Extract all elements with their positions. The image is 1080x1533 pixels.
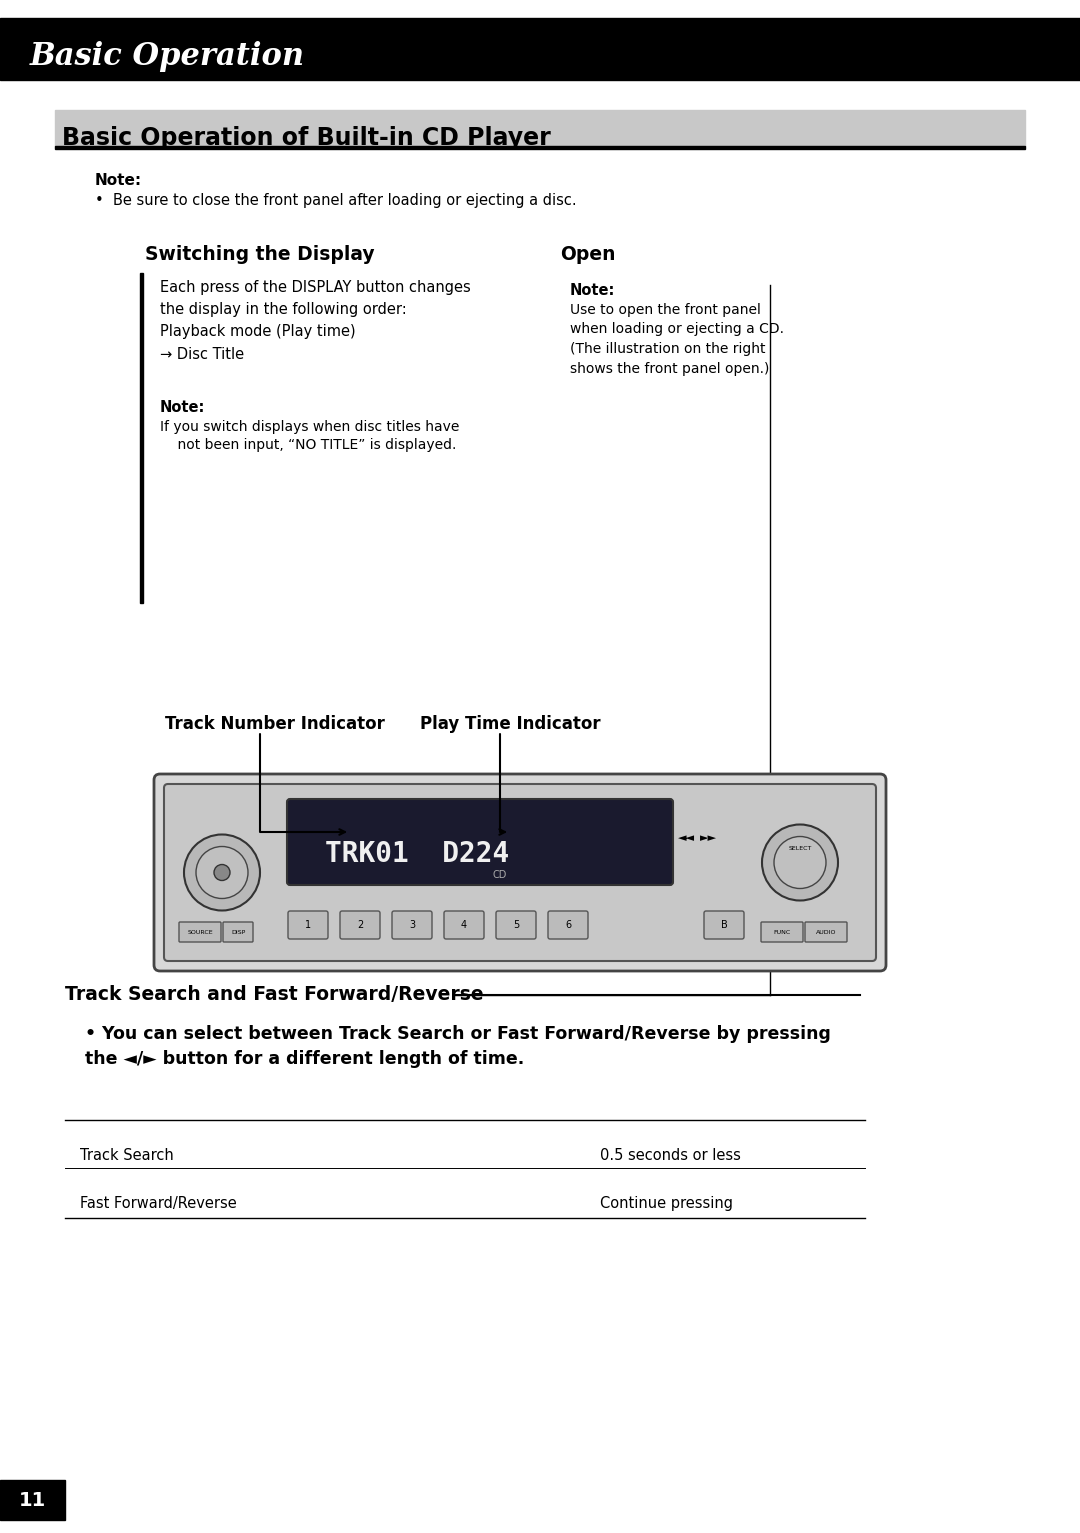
Text: ►►: ►►: [700, 832, 717, 843]
FancyBboxPatch shape: [761, 921, 804, 941]
Text: SELECT: SELECT: [788, 846, 812, 851]
Text: Each press of the DISPLAY button changes
the display in the following order:
Pla: Each press of the DISPLAY button changes…: [160, 281, 471, 362]
Text: TRK01  D224: TRK01 D224: [325, 840, 510, 868]
Text: 1: 1: [305, 920, 311, 931]
FancyBboxPatch shape: [392, 911, 432, 940]
FancyBboxPatch shape: [704, 911, 744, 940]
Text: Basic Operation of Built-in CD Player: Basic Operation of Built-in CD Player: [62, 126, 551, 150]
Text: 11: 11: [18, 1490, 45, 1510]
Text: FUNC: FUNC: [773, 929, 791, 935]
Text: Fast Forward/Reverse: Fast Forward/Reverse: [80, 1196, 237, 1211]
Text: 6: 6: [565, 920, 571, 931]
Circle shape: [184, 834, 260, 911]
Text: Switching the Display: Switching the Display: [145, 245, 375, 264]
Text: 0.5 seconds or less: 0.5 seconds or less: [600, 1148, 741, 1164]
Text: Continue pressing: Continue pressing: [600, 1196, 733, 1211]
Text: Basic Operation: Basic Operation: [30, 41, 305, 72]
FancyBboxPatch shape: [154, 774, 886, 970]
FancyBboxPatch shape: [222, 921, 253, 941]
FancyBboxPatch shape: [340, 911, 380, 940]
Bar: [0, 1479, 65, 1521]
Circle shape: [195, 846, 248, 898]
Bar: [55, 146, 1025, 149]
Text: CD: CD: [492, 871, 508, 880]
Text: 3: 3: [409, 920, 415, 931]
Bar: [0, 18, 1080, 80]
Text: Track Number Indicator: Track Number Indicator: [165, 714, 384, 733]
Text: Use to open the front panel
when loading or ejecting a CD.
(The illustration on : Use to open the front panel when loading…: [570, 304, 784, 376]
Bar: [55, 110, 1025, 146]
Text: DISP: DISP: [231, 929, 245, 935]
FancyBboxPatch shape: [548, 911, 588, 940]
Bar: [140, 273, 143, 602]
Text: Track Search and Fast Forward/Reverse: Track Search and Fast Forward/Reverse: [65, 986, 484, 1004]
FancyBboxPatch shape: [805, 921, 847, 941]
Text: Note:: Note:: [570, 284, 616, 297]
Circle shape: [774, 837, 826, 889]
Text: AUDIO: AUDIO: [815, 929, 836, 935]
FancyBboxPatch shape: [179, 921, 221, 941]
FancyBboxPatch shape: [496, 911, 536, 940]
Circle shape: [214, 865, 230, 880]
FancyBboxPatch shape: [164, 783, 876, 961]
Text: 4: 4: [461, 920, 467, 931]
Text: •  Be sure to close the front panel after loading or ejecting a disc.: • Be sure to close the front panel after…: [95, 193, 577, 208]
Text: Track Search: Track Search: [80, 1148, 174, 1164]
Text: 5: 5: [513, 920, 519, 931]
Text: Note:: Note:: [160, 400, 205, 415]
Text: 2: 2: [356, 920, 363, 931]
FancyBboxPatch shape: [287, 799, 673, 885]
Text: ◄◄: ◄◄: [678, 832, 696, 843]
Text: • You can select between Track Search or Fast Forward/Reverse by pressing
the ◄/: • You can select between Track Search or…: [85, 1026, 831, 1069]
Text: Play Time Indicator: Play Time Indicator: [420, 714, 600, 733]
Text: B: B: [720, 920, 727, 931]
FancyBboxPatch shape: [288, 911, 328, 940]
Text: SOURCE: SOURCE: [187, 929, 213, 935]
Text: Open: Open: [561, 245, 616, 264]
Circle shape: [762, 825, 838, 900]
FancyBboxPatch shape: [444, 911, 484, 940]
Text: If you switch displays when disc titles have
    not been input, “NO TITLE” is d: If you switch displays when disc titles …: [160, 420, 459, 452]
Text: Note:: Note:: [95, 173, 143, 189]
